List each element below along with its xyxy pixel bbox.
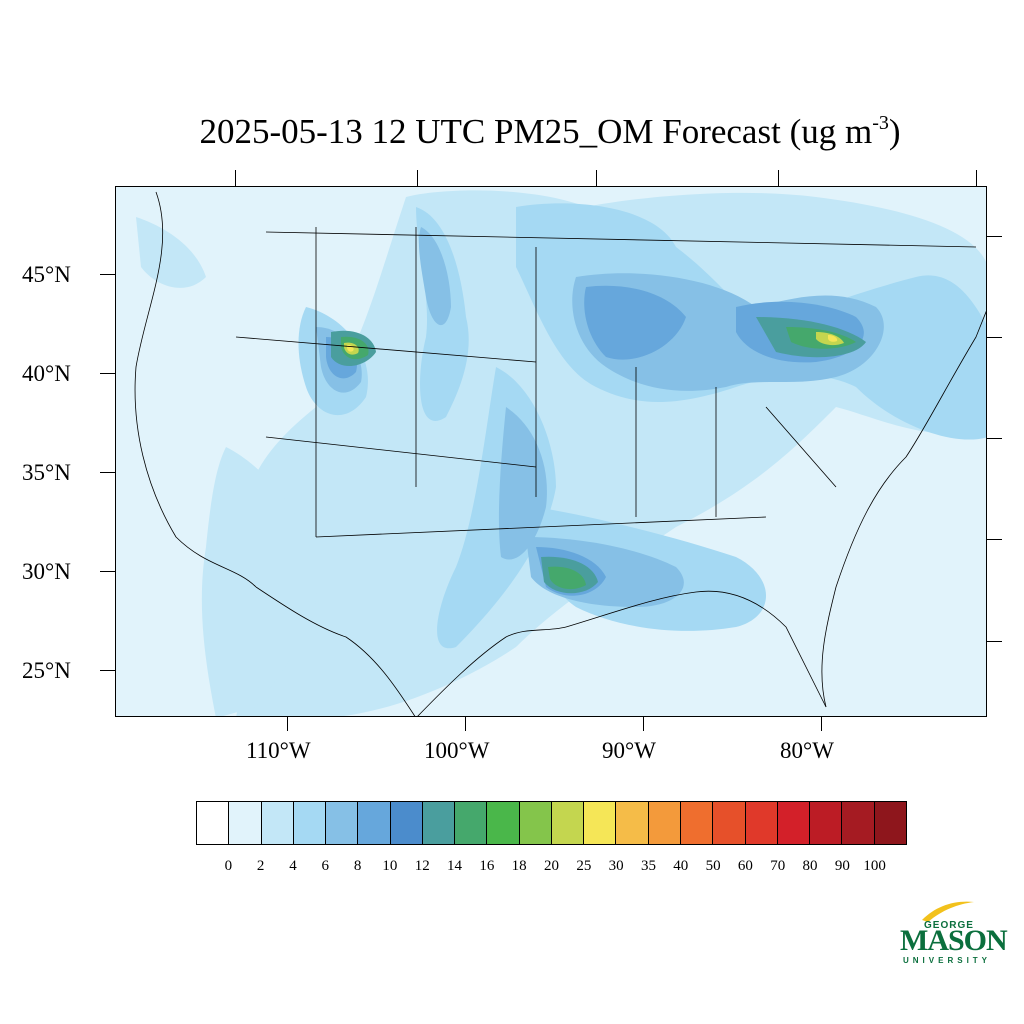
colorbar-label: 12 xyxy=(414,858,430,874)
colorbar-label: 80 xyxy=(802,858,818,874)
top-tick xyxy=(417,170,418,186)
lat-label-35: 35°N xyxy=(22,460,71,485)
colorbar-box xyxy=(197,802,230,844)
colorbar-box xyxy=(874,802,906,844)
colorbar-box xyxy=(261,802,294,844)
lon-tick xyxy=(465,717,466,731)
colorbar-box xyxy=(777,802,811,844)
colorbar-label: 60 xyxy=(737,858,753,874)
lon-label-100: 100°W xyxy=(424,738,490,763)
logo-mason: MASON xyxy=(900,924,1008,957)
right-tick xyxy=(987,641,1002,642)
top-tick xyxy=(235,170,236,186)
lon-tick xyxy=(287,717,288,731)
colorbar-label: 14 xyxy=(447,858,463,874)
colorbar-box xyxy=(358,802,391,844)
lat-label-40: 40°N xyxy=(22,361,71,386)
map-title: 2025-05-13 12 UTC PM25_OM Forecast (ug m… xyxy=(0,112,1024,152)
colorbar-box xyxy=(680,802,714,844)
colorbar-box xyxy=(487,802,520,844)
colorbar-label: 8 xyxy=(353,858,362,874)
map-canvas xyxy=(116,187,986,716)
top-tick xyxy=(596,170,597,186)
forecast-map xyxy=(115,186,987,717)
colorbar-label: 18 xyxy=(511,858,527,874)
right-tick xyxy=(987,539,1002,540)
title-superscript: -3 xyxy=(872,112,889,134)
lat-label-30: 30°N xyxy=(22,559,71,584)
gmu-logo: GEORGE MASON UNIVERSITY xyxy=(896,898,1008,968)
colorbar-box xyxy=(455,802,488,844)
colorbar-box xyxy=(422,802,456,844)
top-tick xyxy=(778,170,779,186)
colorbar-label: 16 xyxy=(479,858,495,874)
colorbar-label: 10 xyxy=(382,858,398,874)
lat-tick xyxy=(100,571,115,572)
colorbar-box xyxy=(519,802,552,844)
lon-label-80: 80°W xyxy=(780,738,834,763)
lon-tick xyxy=(821,717,822,731)
lat-tick xyxy=(100,274,115,275)
colorbar-box xyxy=(616,802,649,844)
colorbar-label: 6 xyxy=(321,858,330,874)
colorbar-label: 20 xyxy=(544,858,559,874)
boundaries xyxy=(134,191,986,716)
logo-university: UNIVERSITY xyxy=(903,956,992,965)
right-tick xyxy=(987,337,1002,338)
right-tick xyxy=(987,438,1002,439)
colorbar-box xyxy=(810,802,843,844)
logo-swoosh-icon xyxy=(922,901,974,922)
title-text: 2025-05-13 12 UTC PM25_OM Forecast (ug m xyxy=(199,112,873,151)
lon-label-110: 110°W xyxy=(246,738,311,763)
colorbar-label: 2 xyxy=(256,858,265,874)
colorbar xyxy=(196,801,907,845)
lon-label-90: 90°W xyxy=(602,738,656,763)
colorbar-label: 35 xyxy=(640,858,656,874)
top-tick xyxy=(976,170,977,186)
lon-tick xyxy=(643,717,644,731)
colorbar-label: 50 xyxy=(705,858,721,874)
colorbar-label: 70 xyxy=(770,858,786,874)
colorbar-label: 4 xyxy=(289,858,297,874)
lat-label-25: 25°N xyxy=(22,658,71,683)
colorbar-box xyxy=(584,802,617,844)
colorbar-box xyxy=(842,802,875,844)
colorbar-box xyxy=(293,802,327,844)
colorbar-box xyxy=(390,802,423,844)
lat-label-45: 45°N xyxy=(22,262,71,287)
colorbar-label: 90 xyxy=(834,858,850,874)
colorbar-box xyxy=(648,802,681,844)
colorbar-label: 0 xyxy=(224,858,233,874)
colorbar-box xyxy=(326,802,359,844)
logo-george: GEORGE xyxy=(924,920,974,931)
colorbar-label: 25 xyxy=(576,858,592,874)
colorbar-label: 30 xyxy=(608,858,624,874)
lat-tick xyxy=(100,670,115,671)
colorbar-box xyxy=(229,802,262,844)
colorbar-box xyxy=(713,802,746,844)
colorbar-label: 100 xyxy=(863,858,886,874)
right-tick xyxy=(987,236,1002,237)
colorbar-box xyxy=(745,802,778,844)
colorbar-box xyxy=(551,802,585,844)
colorbar-label: 40 xyxy=(673,858,689,874)
lat-tick xyxy=(100,472,115,473)
title-close: ) xyxy=(888,112,901,151)
lat-tick xyxy=(100,373,115,374)
